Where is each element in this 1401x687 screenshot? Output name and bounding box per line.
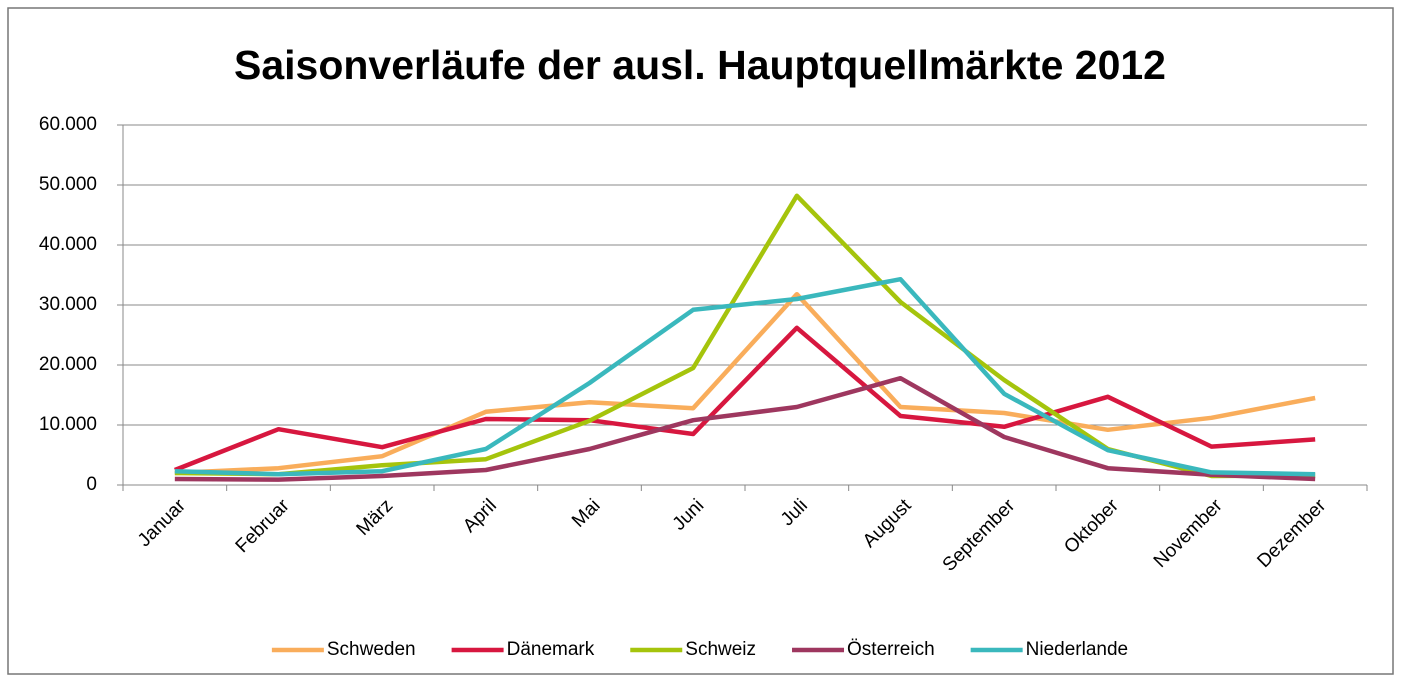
y-tick-label: 0: [86, 474, 97, 495]
y-tick-label: 40.000: [39, 234, 97, 255]
y-tick-label: 60.000: [39, 114, 97, 135]
y-tick-label: 10.000: [39, 414, 97, 435]
series-line: [174, 375, 1316, 482]
legend-label: Schweden: [327, 639, 416, 660]
y-tick-label: 50.000: [39, 174, 97, 195]
y-tick-label: 20.000: [39, 354, 97, 375]
legend-label: Niederlande: [1026, 639, 1128, 660]
y-tick-label: 30.000: [39, 294, 97, 315]
legend-label: Österreich: [847, 639, 935, 660]
series-line: [174, 325, 1316, 473]
series-line: [174, 291, 1316, 476]
chart-title: Saisonverläufe der ausl. Hauptquellmärkt…: [234, 42, 1166, 88]
chart-frame: [7, 7, 1394, 675]
series-line: [174, 276, 1316, 477]
legend-label: Dänemark: [507, 639, 595, 660]
legend-label: Schweiz: [685, 639, 756, 660]
